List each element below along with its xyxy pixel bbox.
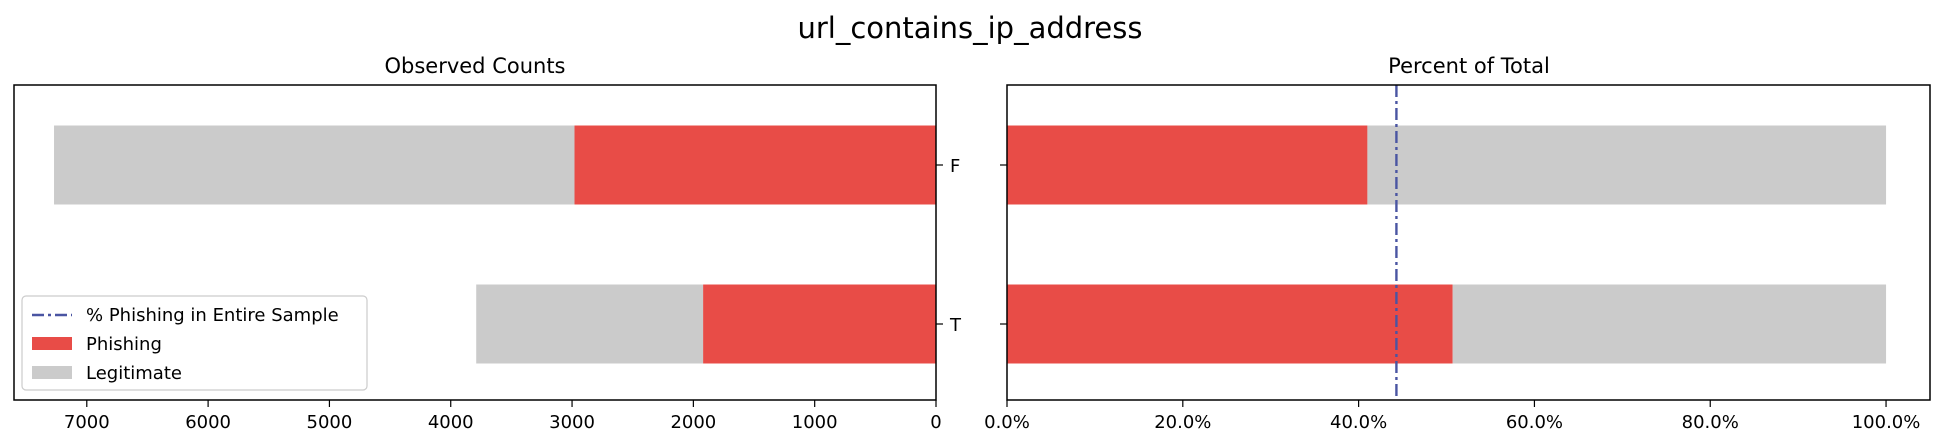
pct-bar-phishing-F	[1007, 125, 1368, 205]
x-tick-label: 0	[930, 412, 941, 433]
y-tick-label-T: T	[949, 315, 962, 336]
legend-swatch-phishing	[32, 337, 72, 350]
x-tick-label: 3000	[549, 412, 595, 433]
x-tick-label: 60.0%	[1506, 412, 1563, 433]
y-tick-label-F: F	[950, 156, 960, 177]
observed-counts-frame	[13, 84, 937, 401]
percent-of-total-title: Percent of Total	[1388, 54, 1550, 78]
legend-swatch-legitimate	[32, 366, 72, 379]
x-tick-label: 100.0%	[1852, 412, 1921, 433]
percent-of-total-x-axis: 0.0% 20.0% 40.0% 60.0% 80.0% 100.0%	[984, 400, 1920, 433]
percent-of-total-bars	[1007, 125, 1887, 364]
bar-phishing-F	[574, 125, 936, 205]
x-tick-label: 0.0%	[984, 412, 1030, 433]
x-tick-label: 6000	[185, 412, 231, 433]
bar-legitimate-F	[54, 125, 575, 205]
figure-title: url_contains_ip_address	[797, 11, 1142, 45]
observed-counts-panel: Observed Counts 7000 6000 5000 4000 3000 2000…	[13, 54, 962, 433]
observed-counts-title: Observed Counts	[384, 54, 565, 78]
x-tick-label: 1000	[792, 412, 838, 433]
pct-bar-legitimate-T	[1452, 284, 1887, 364]
x-tick-label: 80.0%	[1682, 412, 1739, 433]
percent-of-total-frame	[1006, 84, 1931, 401]
legend-box	[21, 295, 368, 391]
legend-label-legitimate: Legitimate	[86, 363, 182, 384]
pct-bar-phishing-T	[1007, 284, 1453, 364]
bar-legitimate-T	[476, 284, 704, 364]
x-tick-label: 5000	[307, 412, 353, 433]
legend-label-overall: % Phishing in Entire Sample	[86, 305, 339, 326]
pct-bar-legitimate-F	[1367, 125, 1887, 205]
x-tick-label: 7000	[64, 412, 110, 433]
x-tick-label: 20.0%	[1154, 412, 1211, 433]
x-tick-label: 2000	[670, 412, 716, 433]
observed-counts-x-axis: 7000 6000 5000 4000 3000 2000 1000 0	[64, 400, 942, 433]
percent-of-total-panel: Percent of Total 0.0% 20.0% 40.0% 60.0% 80.0…	[984, 54, 1931, 433]
legend: % Phishing in Entire Sample Phishing Leg…	[21, 295, 368, 391]
bar-phishing-T	[703, 284, 936, 364]
observed-counts-bars	[54, 125, 936, 364]
legend-label-phishing: Phishing	[86, 334, 162, 355]
percent-of-total-y-axis	[1000, 164, 1007, 325]
observed-counts-y-axis: FT	[936, 156, 962, 336]
x-tick-label: 4000	[428, 412, 474, 433]
x-tick-label: 40.0%	[1330, 412, 1387, 433]
